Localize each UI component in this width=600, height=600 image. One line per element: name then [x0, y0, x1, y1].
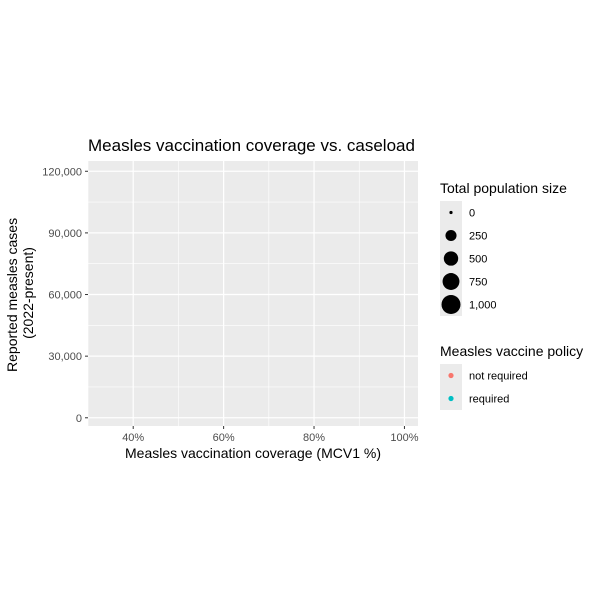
y-tick-label: 0 — [76, 413, 82, 425]
y-tick-label: 60,000 — [48, 290, 82, 302]
color-legend-label: not required — [469, 371, 528, 383]
x-tick-label: 100% — [390, 432, 418, 444]
plot-panel — [88, 161, 418, 426]
size-legend-label: 750 — [469, 277, 487, 289]
size-legend-label: 250 — [469, 231, 487, 243]
size-legend-label: 0 — [469, 208, 475, 220]
y-axis-title-line-1: Reported measles cases — [4, 218, 20, 372]
size-legend-label: 1,000 — [469, 300, 497, 312]
size-legend-symbol — [442, 273, 460, 290]
color-legend-title: Measles vaccine policy — [440, 343, 583, 359]
x-tick-label: 80% — [303, 432, 325, 444]
y-axis: 0 30,000 60,000 90,000 120,000 — [42, 166, 88, 425]
chart-title: Measles vaccination coverage vs. caseloa… — [88, 136, 415, 155]
minor-gridlines — [87, 161, 418, 426]
size-legend-symbol — [443, 251, 459, 266]
y-axis-title-line-2: (2022-present) — [20, 247, 36, 339]
x-axis: 40% 60% 80% 100% — [122, 426, 419, 444]
size-legend-label: 500 — [469, 254, 487, 266]
color-legend-key-background — [440, 364, 462, 410]
y-tick-label: 90,000 — [48, 228, 82, 240]
x-axis-title: Measles vaccination coverage (MCV1 %) — [125, 445, 381, 461]
x-tick-label: 40% — [122, 432, 144, 444]
size-legend: Total population size 0 250 500 750 1,000 — [440, 180, 567, 316]
major-gridlines — [88, 161, 418, 426]
y-axis-title: Reported measles cases (2022-present) — [4, 214, 36, 372]
color-legend-symbol — [448, 395, 454, 402]
size-legend-title: Total population size — [440, 180, 567, 196]
color-legend-label: required — [469, 394, 509, 406]
size-legend-symbol — [441, 295, 461, 314]
y-tick-label: 30,000 — [48, 351, 82, 363]
color-legend: Measles vaccine policy not required requi… — [440, 343, 583, 410]
y-tick-label: 120,000 — [42, 166, 82, 178]
color-legend-symbol — [448, 372, 454, 379]
size-legend-symbol — [449, 210, 453, 215]
size-legend-symbol — [445, 229, 457, 242]
x-tick-label: 60% — [213, 432, 235, 444]
